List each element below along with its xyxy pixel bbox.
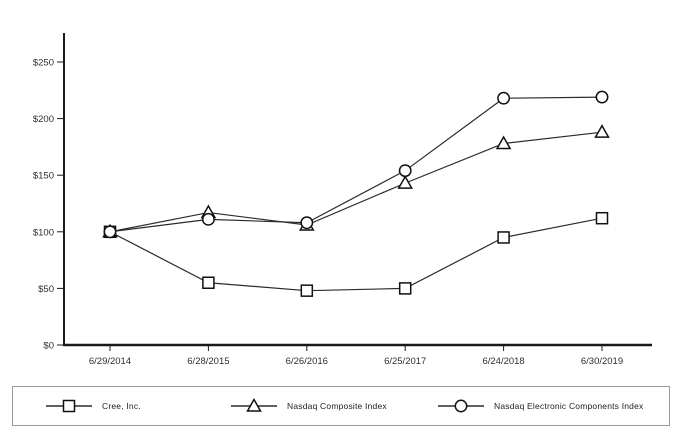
legend-triangle-marker-icon xyxy=(231,398,277,412)
square-marker xyxy=(300,284,314,297)
y-axis-tick-label: $150 xyxy=(33,171,54,182)
x-axis-tick-label: 6/24/2018 xyxy=(482,356,524,367)
triangle-marker xyxy=(246,398,262,412)
circle-marker xyxy=(497,91,511,105)
legend-label-nasdaq-composite: Nasdaq Composite Index xyxy=(287,401,387,411)
circle-marker xyxy=(300,216,314,230)
square-marker xyxy=(202,276,215,289)
square-marker xyxy=(398,282,412,295)
triangle-marker xyxy=(397,175,413,189)
triangle-marker xyxy=(594,124,610,138)
square-marker xyxy=(497,231,510,244)
chart-plot-area: $0 $50 $100 $150 $200 $250 6/29/2014 6/28/2015 6… xyxy=(33,33,652,367)
square-marker xyxy=(62,399,76,413)
y-axis-tick-label: $0 xyxy=(43,341,54,352)
series-line-triangle xyxy=(109,131,603,233)
y-axis-tick-label: $200 xyxy=(33,114,54,125)
stock-performance-chart: $0 $50 $100 $150 $200 $250 6/29/2014 6/28/2015 6… xyxy=(33,33,652,367)
x-axis-tick-label: 6/26/2016 xyxy=(286,356,328,367)
legend-item-nasdaq-electronic-components: Nasdaq Electronic Components Index xyxy=(438,387,644,425)
circle-marker xyxy=(595,90,609,104)
x-axis-tick-label: 6/30/2019 xyxy=(581,356,623,367)
series-markers-square xyxy=(103,211,609,297)
circle-marker xyxy=(454,399,468,413)
chart-legend: Cree, Inc. Nasdaq Composite Index Nasdaq… xyxy=(12,386,670,426)
x-axis-tick-label: 6/25/2017 xyxy=(384,356,426,367)
circle-marker xyxy=(201,212,215,226)
legend-label-cree-inc: Cree, Inc. xyxy=(102,401,141,411)
legend-item-cree-inc: Cree, Inc. xyxy=(46,387,141,425)
x-axis-tick-label: 6/29/2014 xyxy=(89,356,131,367)
series-path xyxy=(109,96,603,233)
series-line-circle xyxy=(109,96,603,233)
circle-marker xyxy=(398,164,412,178)
square-marker xyxy=(595,211,609,225)
y-axis-tick-label: $250 xyxy=(33,58,54,69)
legend-item-nasdaq-composite: Nasdaq Composite Index xyxy=(231,387,387,425)
x-axis-tick-label: 6/28/2015 xyxy=(187,356,229,367)
triangle-marker xyxy=(495,135,512,150)
series-markers-circle xyxy=(103,90,609,239)
series-markers-triangle xyxy=(102,124,610,238)
series-line-square xyxy=(109,217,603,292)
circle-marker xyxy=(103,225,117,239)
y-axis-tick-label: $100 xyxy=(33,227,54,238)
legend-label-nasdaq-electronic-components: Nasdaq Electronic Components Index xyxy=(494,401,644,411)
series-path xyxy=(109,217,603,292)
series-path xyxy=(109,131,603,233)
legend-square-marker-icon xyxy=(46,399,92,413)
y-axis-tick-label: $50 xyxy=(38,284,54,295)
legend-circle-marker-icon xyxy=(438,399,484,413)
